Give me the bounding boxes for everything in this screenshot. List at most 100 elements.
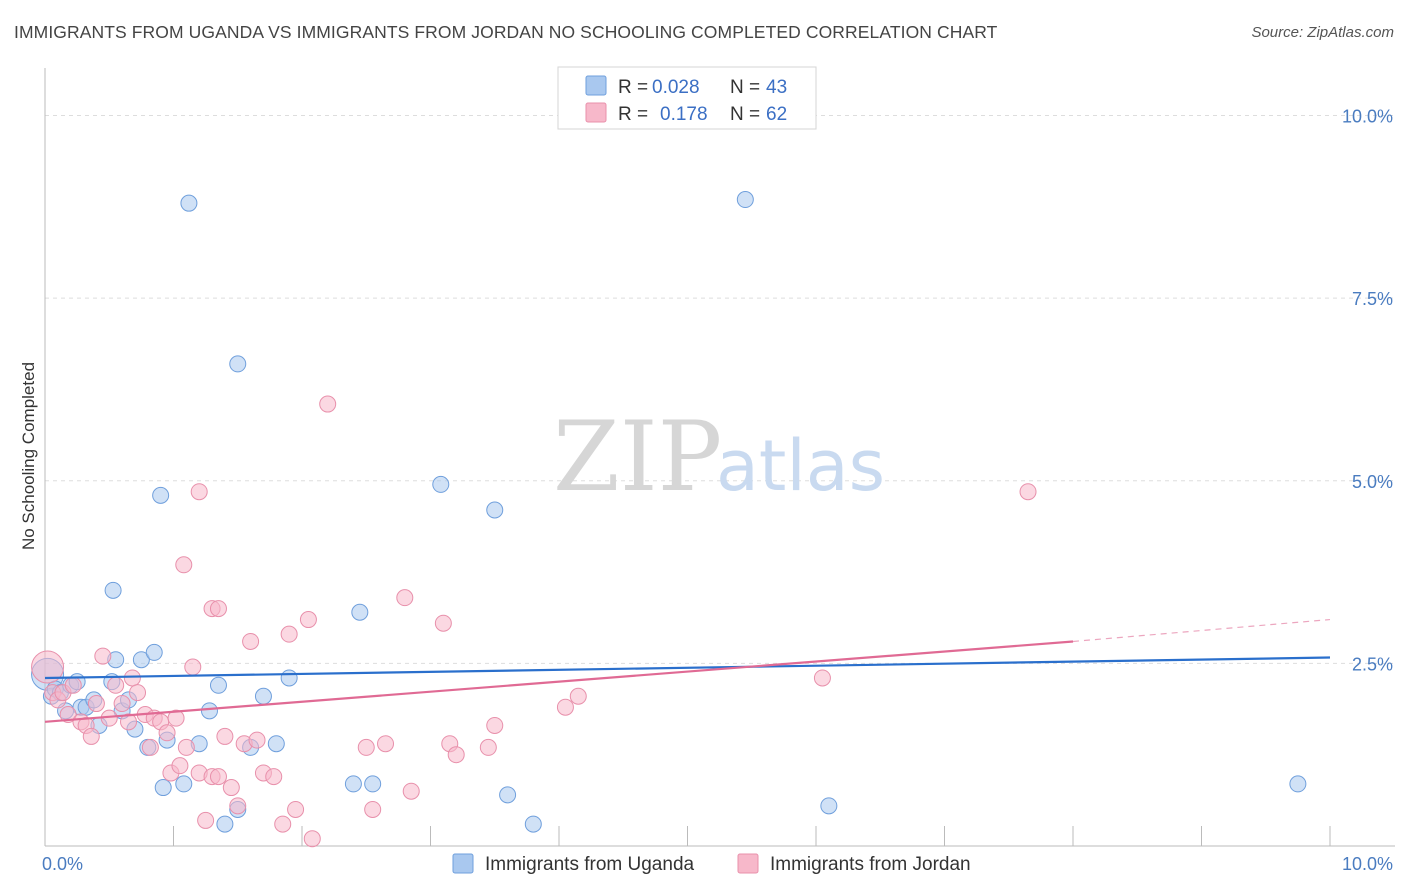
legend-r-label-jordan: R = [618,104,648,125]
data-point-jordan-54 [434,614,452,632]
data-point-jordan-32 [222,779,240,797]
source-label: Source: ZipAtlas.com [1251,24,1394,41]
data-point-jordan-51 [377,735,395,753]
data-point-uganda-37 [351,603,369,621]
data-point-jordan-56 [447,746,465,764]
data-point-jordan-18 [141,738,159,756]
data-point-jordan-43 [303,830,321,848]
data-point-uganda-25 [209,676,227,694]
legend-r-value-jordan: 0.178 [660,104,708,125]
trend-line-uganda [44,656,1331,680]
data-point-uganda-32 [152,486,170,504]
y-tick-labels: 2.5% 5.0% 7.5% 10.0% [1342,107,1393,675]
data-point-jordan-57 [479,738,497,756]
data-point-jordan-52 [396,589,414,607]
legend-swatch-jordan [585,102,607,123]
legend-n-label-jordan: N = [730,104,760,125]
data-point-uganda-38 [432,475,450,493]
data-point-uganda-11 [104,581,122,599]
x-tick-label-0: 0.0% [42,854,83,874]
chart-title: IMMIGRANTS FROM UGANDA VS IMMIGRANTS FRO… [14,22,998,42]
y-tick-label-0: 2.5% [1352,654,1393,674]
data-point-jordan-4 [59,706,77,724]
data-point-jordan-40 [280,625,298,643]
grid-lines [45,115,1395,664]
data-point-uganda-41 [524,815,542,833]
data-point-uganda-31 [280,669,298,687]
data-point-jordan-62 [1019,483,1037,501]
data-point-uganda-44 [1289,775,1307,793]
legend-n-value-uganda: 43 [766,77,787,98]
data-point-uganda-42 [736,191,754,209]
data-point-jordan-33 [229,797,247,815]
data-point-jordan-38 [265,768,283,786]
data-point-jordan-53 [402,782,420,800]
data-point-jordan-5 [64,676,82,694]
data-point-uganda-40 [499,786,517,804]
data-point-jordan-28 [197,811,215,829]
data-point-jordan-13 [113,695,131,713]
data-point-jordan-21 [158,724,176,742]
data-point-uganda-30 [267,735,285,753]
data-point-jordan-39 [274,815,292,833]
watermark: ZIP atlas [553,401,885,513]
watermark-atlas: atlas [716,425,885,507]
data-point-uganda-36 [364,775,382,793]
data-point-uganda-33 [180,194,198,212]
data-point-jordan-61 [813,669,831,687]
data-point-uganda-24 [200,702,218,720]
data-point-uganda-22 [175,775,193,793]
legend: R = 0.028 N = 43 R = 0.178 N = 62 [557,66,817,130]
y-tick-label-1: 5.0% [1352,472,1393,492]
data-point-uganda-34 [229,355,247,373]
legend-swatch-uganda [585,75,607,96]
trend-line-jordan [44,640,1074,723]
trend-lines [44,618,1331,723]
data-point-jordan-9 [87,695,105,713]
x-tick-labels: 0.0% 10.0% [42,854,1393,874]
data-point-jordan-48 [209,600,227,618]
data-point-jordan-12 [107,676,125,694]
data-point-jordan-44 [319,395,337,413]
data-point-jordan-42 [299,611,317,629]
data-point-jordan-0 [31,650,65,684]
data-point-jordan-14 [120,713,138,731]
legend-n-label-uganda: N = [730,77,760,98]
y-tick-label-3: 10.0% [1342,107,1393,127]
data-point-jordan-46 [190,483,208,501]
data-point-uganda-26 [216,815,234,833]
data-point-jordan-24 [171,757,189,775]
data-point-uganda-29 [254,687,272,705]
axes [44,68,1395,847]
bottom-legend-swatch-uganda [452,853,474,874]
bottom-legend-label-jordan: Immigrants from Jordan [770,854,971,875]
data-point-uganda-21 [154,779,172,797]
legend-r-label-uganda: R = [618,77,648,98]
legend-r-value-uganda: 0.028 [652,77,700,98]
data-point-jordan-59 [556,698,574,716]
data-point-jordan-25 [177,738,195,756]
data-point-uganda-43 [820,797,838,815]
data-point-jordan-50 [364,800,382,818]
data-point-uganda-39 [486,501,504,519]
y-axis-label: No Schooling Completed [19,362,38,550]
watermark-zip: ZIP [553,401,722,513]
trend-line-jordan-extension [1072,618,1331,643]
bottom-legend-swatch-jordan [737,853,759,874]
data-point-uganda-17 [132,651,150,669]
y-tick-label-2: 7.5% [1352,289,1393,309]
data-point-jordan-49 [357,738,375,756]
data-point-jordan-23 [167,709,185,727]
data-point-jordan-35 [242,632,260,650]
data-point-uganda-19 [145,643,163,661]
data-point-jordan-26 [184,658,202,676]
data-point-jordan-10 [94,647,112,665]
data-point-jordan-8 [82,727,100,745]
data-point-jordan-30 [209,768,227,786]
data-point-jordan-15 [123,669,141,687]
data-point-jordan-31 [216,727,234,745]
data-points [31,191,1307,848]
data-point-jordan-60 [569,687,587,705]
data-point-uganda-35 [344,775,362,793]
